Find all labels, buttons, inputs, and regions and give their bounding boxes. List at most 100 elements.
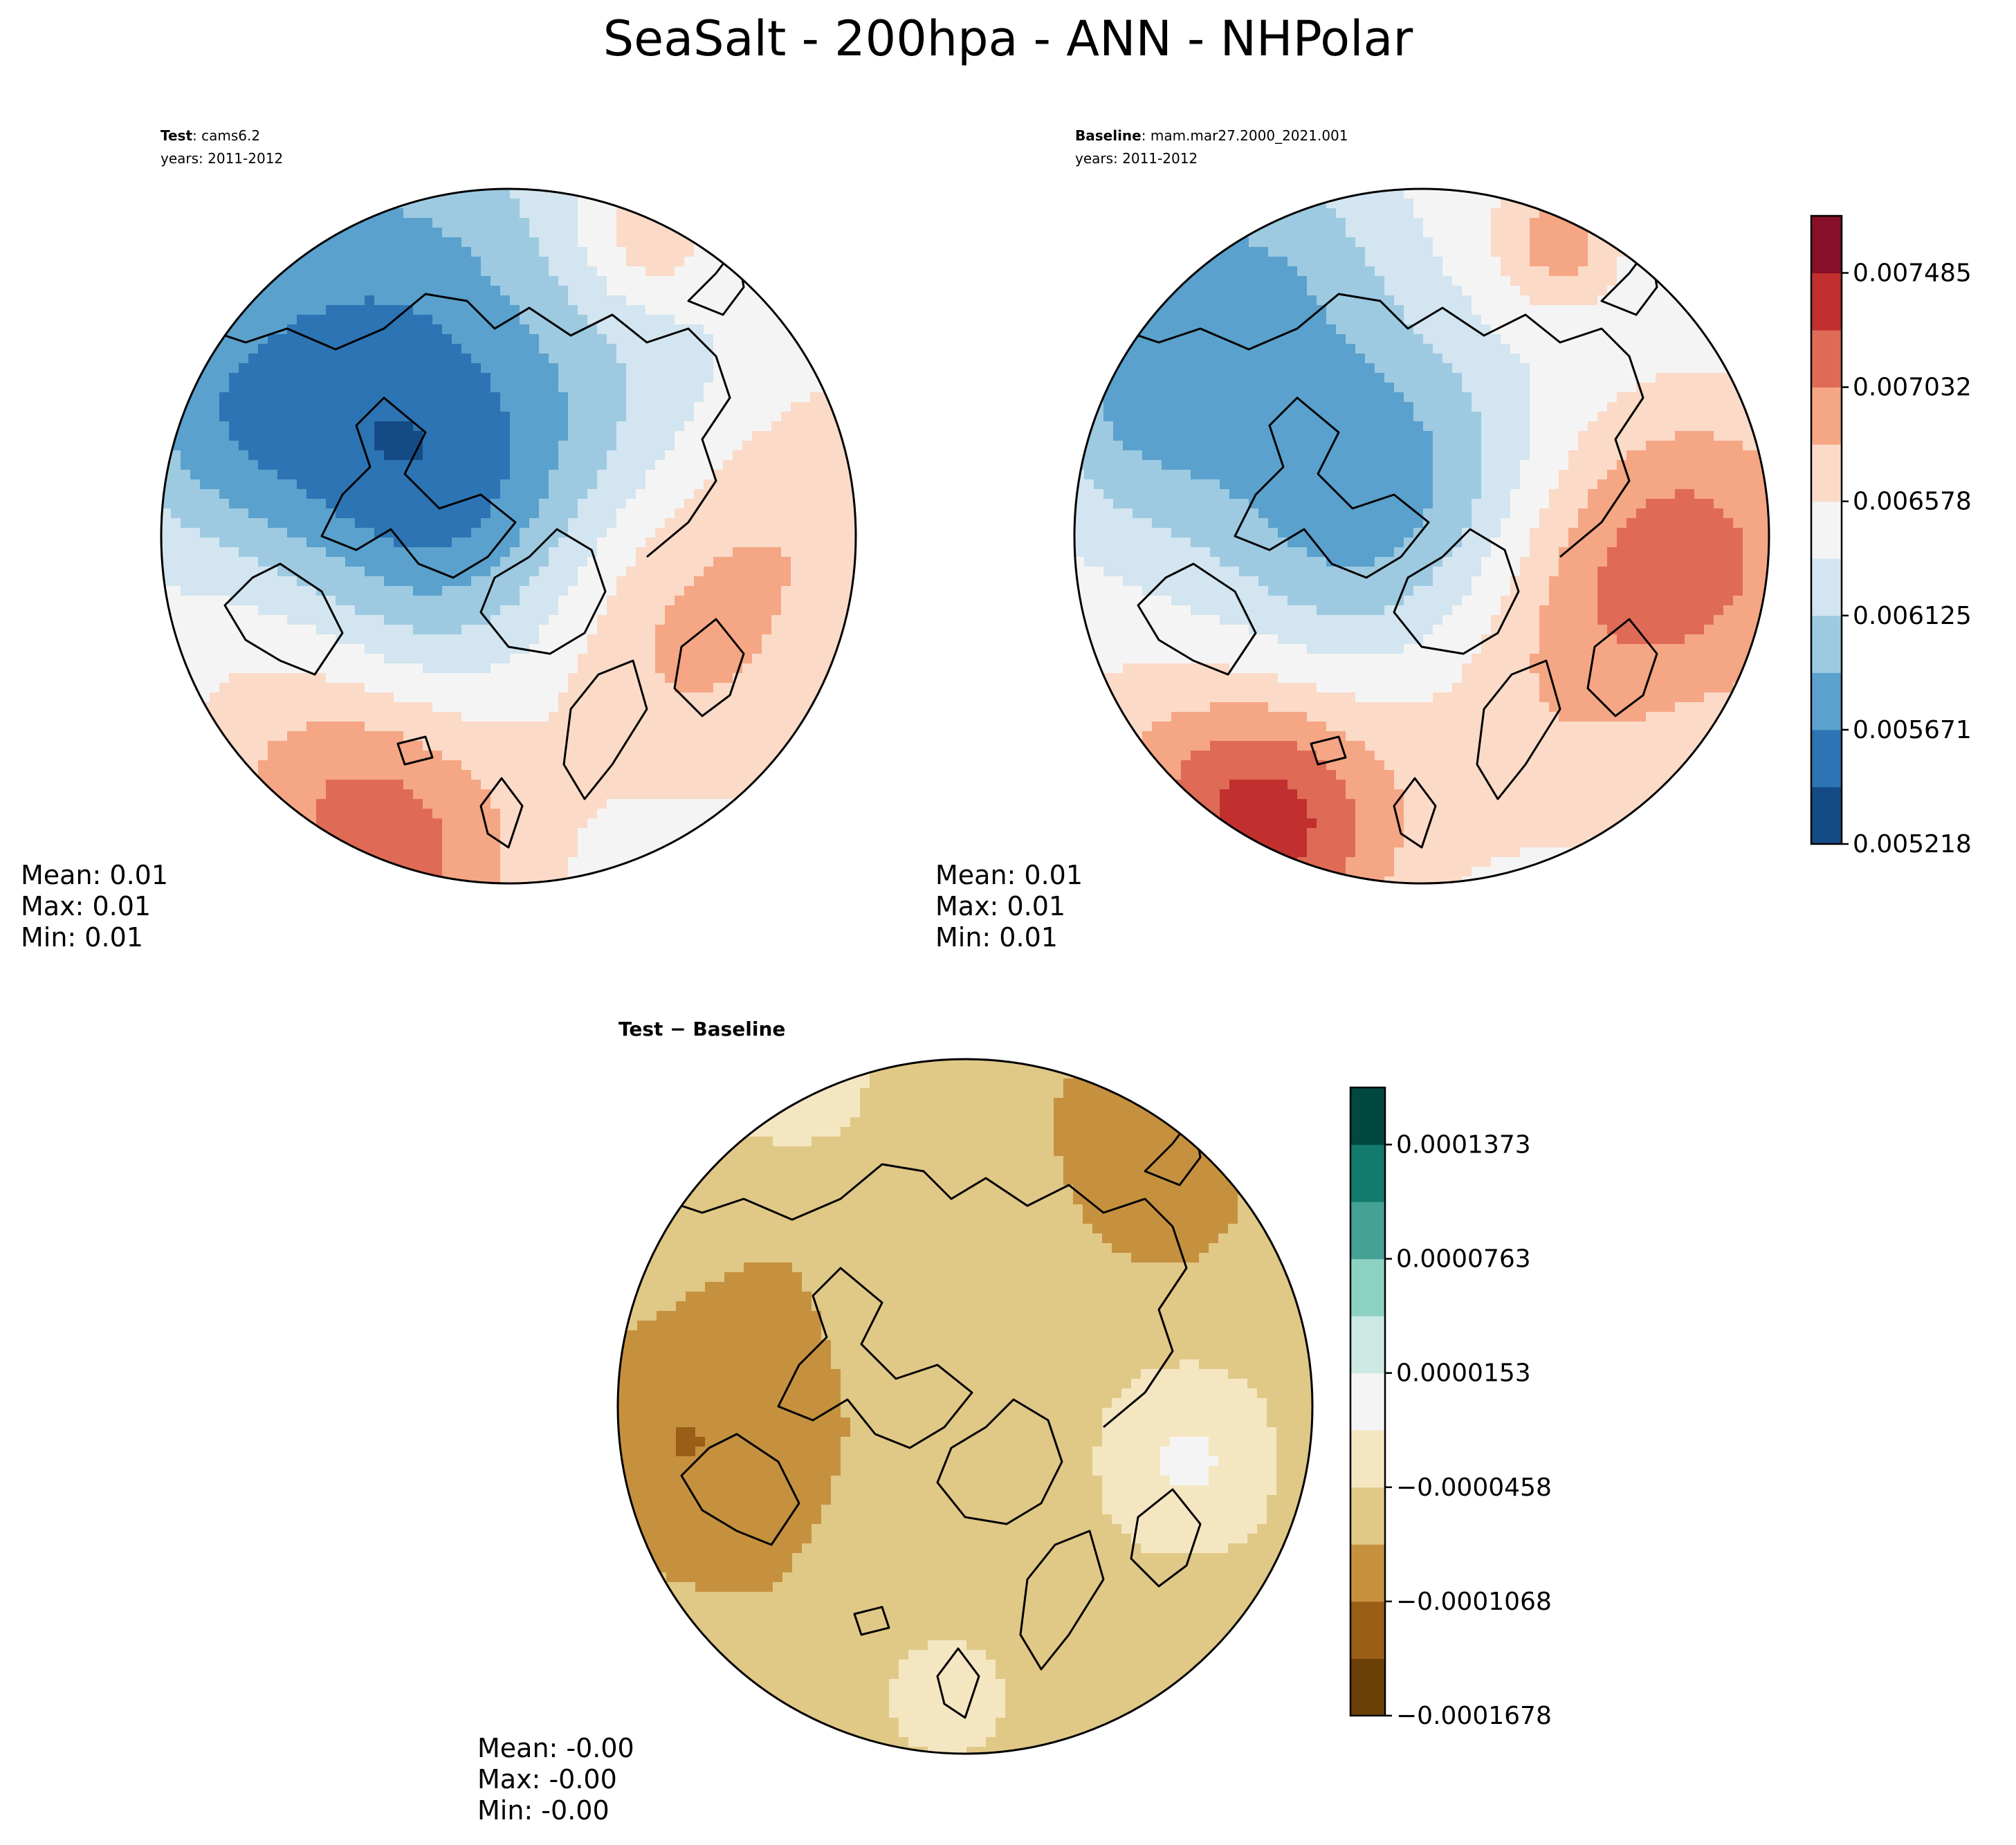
contour-cell <box>704 266 714 277</box>
contour-cell <box>645 741 656 751</box>
contour-cell <box>636 518 646 529</box>
contour-cell <box>723 596 733 606</box>
contour-cell <box>442 760 452 771</box>
contour-cell <box>210 315 220 325</box>
contour-cell <box>306 305 317 315</box>
contour-cell <box>413 654 423 664</box>
contour-cell <box>849 673 856 683</box>
contour-cell <box>616 673 627 683</box>
contour-cell <box>626 508 636 519</box>
contour-cell <box>471 460 482 470</box>
contour-cell <box>481 421 491 432</box>
contour-cell <box>316 702 327 713</box>
contour-cell <box>161 809 172 819</box>
contour-cell <box>645 199 656 209</box>
contour-cell <box>423 402 433 412</box>
contour-cell <box>684 218 695 228</box>
contour-cell <box>258 615 268 625</box>
contour-cell <box>752 499 762 509</box>
contour-cell <box>423 257 433 267</box>
contour-cell <box>684 518 695 529</box>
contour-cell <box>268 702 278 713</box>
contour-cell <box>442 354 452 364</box>
contour-cell <box>762 499 772 509</box>
contour-cell <box>471 286 482 296</box>
contour-cell <box>549 586 559 596</box>
contour-cell <box>481 402 491 412</box>
contour-cell <box>839 789 850 800</box>
contour-cell <box>713 228 724 238</box>
contour-cell <box>461 257 472 267</box>
contour-cell <box>820 615 830 625</box>
contour-cell <box>394 450 404 461</box>
contour-cell <box>549 247 559 257</box>
contour-cell <box>336 722 346 732</box>
contour-cell <box>839 363 850 374</box>
contour-cell <box>355 625 365 635</box>
contour-cell <box>413 286 423 296</box>
contour-cell <box>461 634 472 645</box>
contour-cell <box>481 276 491 286</box>
contour-cell <box>781 460 791 470</box>
contour-cell <box>181 576 191 587</box>
contour-cell <box>713 780 724 790</box>
contour-cell <box>345 547 356 558</box>
contour-cell <box>239 857 249 868</box>
contour-cell <box>229 828 239 838</box>
contour-cell <box>597 722 607 732</box>
contour-cell <box>820 625 830 635</box>
contour-cell <box>597 528 607 538</box>
contour-cell <box>665 489 675 499</box>
contour-cell <box>306 383 317 393</box>
contour-cell <box>510 605 520 616</box>
contour-cell <box>355 373 365 383</box>
contour-cell <box>626 315 636 325</box>
contour-cell <box>181 770 191 780</box>
contour-cell <box>413 722 423 732</box>
contour-cell <box>704 847 714 858</box>
contour-cell <box>529 847 540 858</box>
contour-cell <box>587 392 598 403</box>
contour-cell <box>326 460 336 470</box>
contour-cell <box>752 479 762 490</box>
contour-cell <box>733 596 743 606</box>
contour-cell <box>432 199 443 209</box>
contour-cell <box>365 324 375 335</box>
contour-cell <box>219 799 230 809</box>
contour-cell <box>239 518 249 529</box>
contour-cell <box>316 557 327 567</box>
contour-cell <box>297 295 307 306</box>
contour-cell <box>665 760 675 771</box>
contour-cell <box>374 354 385 364</box>
contour-cell <box>287 421 297 432</box>
contour-cell <box>800 518 811 529</box>
contour-cell <box>675 431 685 441</box>
contour-cell <box>326 751 336 761</box>
contour-cell <box>500 547 511 558</box>
contour-cell <box>636 605 646 616</box>
contour-cell <box>558 315 569 325</box>
contour-cell <box>520 324 530 335</box>
contour-cell <box>810 625 821 635</box>
contour-cell <box>752 363 762 374</box>
contour-cell <box>733 218 743 228</box>
contour-cell <box>771 363 782 374</box>
contour-cell <box>742 460 753 470</box>
contour-cell <box>394 470 404 480</box>
contour-cell <box>694 760 704 771</box>
contour-cell <box>830 266 840 277</box>
contour-cell <box>655 731 666 742</box>
contour-cell <box>539 305 549 315</box>
contour-cell <box>452 470 462 480</box>
contour-cell <box>781 441 791 451</box>
contour-cell <box>442 334 452 345</box>
contour-cell <box>355 683 365 693</box>
contour-cell <box>713 644 724 654</box>
contour-cell <box>181 799 191 809</box>
contour-cell <box>830 789 840 800</box>
contour-cell <box>287 479 297 490</box>
contour-cell <box>181 702 191 713</box>
contour-cell <box>394 324 404 335</box>
contour-cell <box>597 247 607 257</box>
contour-cell <box>723 363 733 374</box>
